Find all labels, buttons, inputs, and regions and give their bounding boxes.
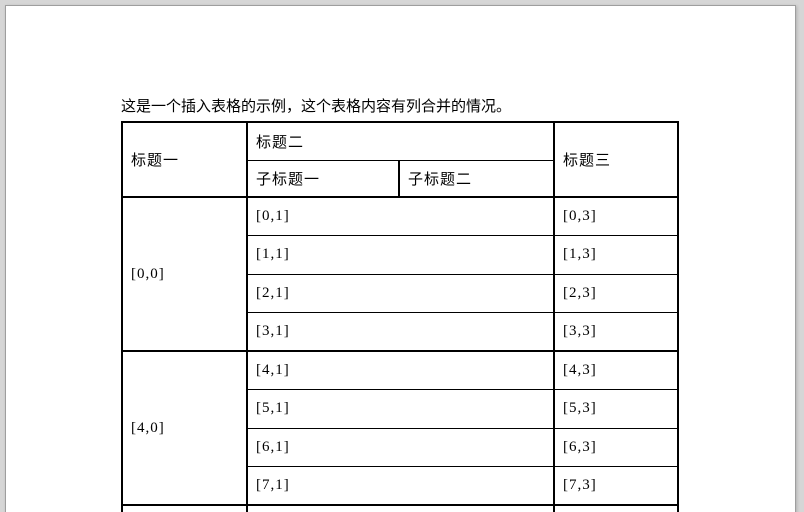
cell-8-0[interactable] bbox=[121, 504, 248, 512]
cell-7-3[interactable]: [7,3] bbox=[553, 466, 680, 506]
cell-8-1[interactable] bbox=[245, 504, 556, 512]
cell-2-3[interactable]: [2,3] bbox=[553, 273, 680, 313]
document-content: 这是一个插入表格的示例，这个表格内容有列合并的情况。 标题一 标题二 标题三 bbox=[6, 6, 795, 512]
table-row: [3,1] [3,3] bbox=[122, 312, 680, 352]
header-cell-sub1[interactable]: 子标题一 bbox=[246, 159, 400, 198]
cell-5-1[interactable]: [5,1] bbox=[245, 389, 556, 429]
header-cell-col1[interactable]: 标题一 bbox=[121, 121, 248, 198]
document-table: 标题一 标题二 标题三 子标题一 子标题二 [0,0] [0,1] [0,3] bbox=[121, 121, 680, 512]
cell-6-3[interactable]: [6,3] bbox=[553, 427, 680, 467]
cell-1-3[interactable]: [1,3] bbox=[553, 235, 680, 275]
cell-0-1[interactable]: [0,1] bbox=[245, 196, 556, 236]
table-row: [5,1] [5,3] bbox=[122, 389, 680, 429]
cell-8-3[interactable] bbox=[553, 504, 680, 512]
table-row: [1,1] [1,3] bbox=[122, 235, 680, 275]
cell-3-3[interactable]: [3,3] bbox=[553, 312, 680, 352]
table-header-row-2: 子标题一 子标题二 bbox=[122, 159, 678, 198]
table-row-clipped bbox=[121, 504, 680, 512]
table-header-row-1: 标题一 标题二 标题三 bbox=[121, 121, 680, 198]
table-row: [0,0] [0,1] [0,3] bbox=[121, 196, 680, 352]
cell-1-1[interactable]: [1,1] bbox=[245, 235, 556, 275]
cell-4-0[interactable]: [4,0] bbox=[121, 350, 248, 506]
table-row: [2,1] [2,3] bbox=[122, 273, 680, 313]
cell-7-1[interactable]: [7,1] bbox=[245, 466, 556, 506]
table-row: [7,1] [7,3] bbox=[122, 466, 680, 506]
cell-0-3[interactable]: [0,3] bbox=[553, 196, 680, 236]
cell-6-1[interactable]: [6,1] bbox=[245, 427, 556, 467]
cell-3-1[interactable]: [3,1] bbox=[245, 312, 556, 352]
cell-5-3[interactable]: [5,3] bbox=[553, 389, 680, 429]
cell-0-0[interactable]: [0,0] bbox=[121, 196, 248, 352]
document-page[interactable]: 这是一个插入表格的示例，这个表格内容有列合并的情况。 标题一 标题二 标题三 bbox=[5, 5, 796, 512]
header-cell-sub2[interactable]: 子标题二 bbox=[397, 159, 556, 198]
intro-paragraph[interactable]: 这是一个插入表格的示例，这个表格内容有列合并的情况。 bbox=[121, 99, 512, 115]
table-row: [4,0] [4,1] [4,3] bbox=[121, 350, 680, 506]
header-cell-col2-group[interactable]: 标题二 bbox=[245, 121, 556, 161]
cell-2-1[interactable]: [2,1] bbox=[245, 273, 556, 313]
table-row: [6,1] [6,3] bbox=[122, 427, 680, 467]
cell-4-1[interactable]: [4,1] bbox=[245, 350, 556, 390]
header-cell-col3[interactable]: 标题三 bbox=[553, 121, 680, 198]
cell-4-3[interactable]: [4,3] bbox=[553, 350, 680, 390]
